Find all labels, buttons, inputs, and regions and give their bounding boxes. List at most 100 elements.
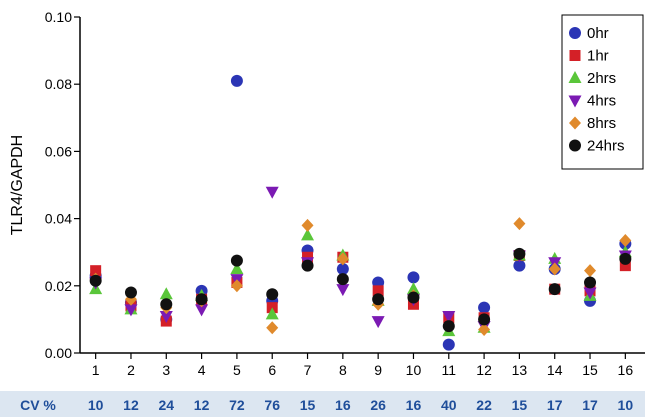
x-tick-label: 9 — [374, 362, 382, 378]
data-point-8hrs-13 — [513, 217, 526, 231]
data-point-4hrs-2 — [124, 304, 138, 317]
cv-value: 15 — [512, 397, 528, 413]
x-tick-label: 4 — [198, 362, 206, 378]
data-point-24hrs-4 — [195, 293, 208, 306]
data-point-24hrs-5 — [230, 254, 243, 267]
data-point-4hrs-9 — [371, 316, 385, 329]
x-tick-label: 2 — [127, 362, 135, 378]
data-point-1hr-7 — [302, 251, 314, 263]
x-tick-label: 14 — [547, 362, 563, 378]
data-point-24hrs-8 — [336, 273, 349, 286]
cv-value: 16 — [406, 397, 422, 413]
cv-value: 72 — [229, 397, 245, 413]
cv-value: 17 — [582, 397, 598, 413]
data-point-8hrs-15 — [584, 264, 597, 278]
legend-marker-0hr — [569, 27, 581, 39]
data-point-24hrs-6 — [266, 288, 279, 301]
y-tick-label: 0.10 — [45, 9, 72, 25]
data-point-0hr-12 — [478, 301, 491, 314]
data-point-24hrs-16 — [619, 252, 632, 265]
data-point-4hrs-15 — [583, 287, 597, 300]
data-point-8hrs-14 — [548, 262, 561, 276]
legend-label: 8hrs — [587, 115, 616, 132]
cv-value: 76 — [264, 397, 280, 413]
y-tick-label: 0.00 — [45, 345, 72, 361]
data-point-24hrs-9 — [372, 293, 385, 306]
data-point-2hrs-10 — [406, 282, 420, 295]
x-tick-label: 10 — [406, 362, 422, 378]
cv-row: CV % 10 12 24 12 72 76 15 16 26 16 40 22 15 17 17 10 — [20, 397, 633, 413]
y-axis-title: TLR4/GAPDH — [9, 135, 26, 235]
data-point-24hrs-1 — [89, 274, 102, 287]
legend-marker-2hrs — [568, 71, 582, 83]
data-point-8hrs-6 — [266, 321, 279, 335]
x-tick-label: 13 — [512, 362, 528, 378]
x-tick-label: 8 — [339, 362, 347, 378]
data-point-1hr-1 — [90, 265, 102, 277]
data-point-2hrs-5 — [230, 262, 244, 274]
x-tick-label: 12 — [476, 362, 492, 378]
y-tick-label: 0.08 — [45, 76, 72, 92]
data-point-1hr-16 — [619, 260, 631, 272]
data-points — [89, 74, 632, 351]
data-point-24hrs-12 — [478, 313, 491, 326]
x-tick-label: 16 — [618, 362, 634, 378]
legend: 0hr 1hr 2hrs 4hrs 8hrs 24hrs — [561, 14, 644, 170]
x-tick-label: 3 — [162, 362, 170, 378]
data-point-4hrs-3 — [159, 311, 173, 324]
data-point-24hrs-11 — [442, 320, 455, 333]
data-point-0hr-5 — [230, 74, 243, 87]
cv-value: 12 — [123, 397, 139, 413]
data-point-1hr-9 — [372, 285, 384, 297]
data-point-24hrs-10 — [407, 291, 420, 304]
y-tick-label: 0.06 — [45, 143, 72, 159]
x-tick-label: 15 — [582, 362, 598, 378]
cv-value: 26 — [370, 397, 386, 413]
data-point-0hr-13 — [513, 259, 526, 272]
legend-marker-1hr — [569, 50, 581, 61]
x-ticks: 1 2 3 4 5 6 7 8 9 10 11 12 13 14 15 16 — [92, 353, 634, 378]
data-point-8hrs-16 — [619, 233, 632, 247]
cv-value: 15 — [300, 397, 316, 413]
legend-label: 2hrs — [587, 70, 616, 87]
cv-value: 22 — [476, 397, 492, 413]
data-point-0hr-8 — [336, 263, 349, 275]
x-tick-label: 5 — [233, 362, 241, 378]
legend-marker-4hrs — [568, 95, 582, 108]
cv-value: 40 — [441, 397, 457, 413]
data-point-24hrs-7 — [301, 259, 314, 272]
data-point-4hrs-8 — [336, 284, 350, 297]
y-tick-label: 0.04 — [45, 211, 72, 227]
cv-value: 10 — [618, 397, 634, 413]
legend-label: 4hrs — [587, 93, 616, 110]
cv-value: 10 — [88, 397, 104, 413]
data-point-4hrs-11 — [442, 311, 456, 324]
x-tick-label: 6 — [268, 362, 276, 378]
data-point-24hrs-2 — [124, 286, 137, 299]
legend-label: 24hrs — [587, 138, 625, 155]
data-point-24hrs-3 — [160, 298, 173, 311]
cv-value: 16 — [335, 397, 351, 413]
x-tick-label: 11 — [442, 362, 457, 378]
cv-value: 12 — [194, 397, 210, 413]
legend-label: 0hr — [587, 25, 609, 42]
legend-marker-8hrs — [569, 116, 581, 130]
cv-value: 24 — [158, 397, 174, 413]
data-point-8hrs-7 — [301, 218, 314, 232]
data-point-4hrs-6 — [265, 186, 279, 199]
legend-marker-24hrs — [569, 139, 581, 152]
cv-row-label: CV % — [20, 397, 56, 413]
axes — [79, 17, 645, 354]
cv-band — [0, 391, 645, 417]
y-tick-label: 0.02 — [45, 278, 72, 294]
data-point-8hrs-8 — [336, 252, 349, 266]
x-tick-label: 1 — [92, 362, 100, 378]
data-point-8hrs-12 — [478, 322, 491, 336]
legend-label: 1hr — [587, 48, 609, 65]
x-tick-label: 7 — [304, 362, 312, 378]
data-point-8hrs-5 — [230, 279, 243, 293]
data-point-2hrs-7 — [301, 228, 315, 241]
data-point-0hr-11 — [442, 338, 455, 351]
data-point-24hrs-15 — [584, 276, 597, 289]
